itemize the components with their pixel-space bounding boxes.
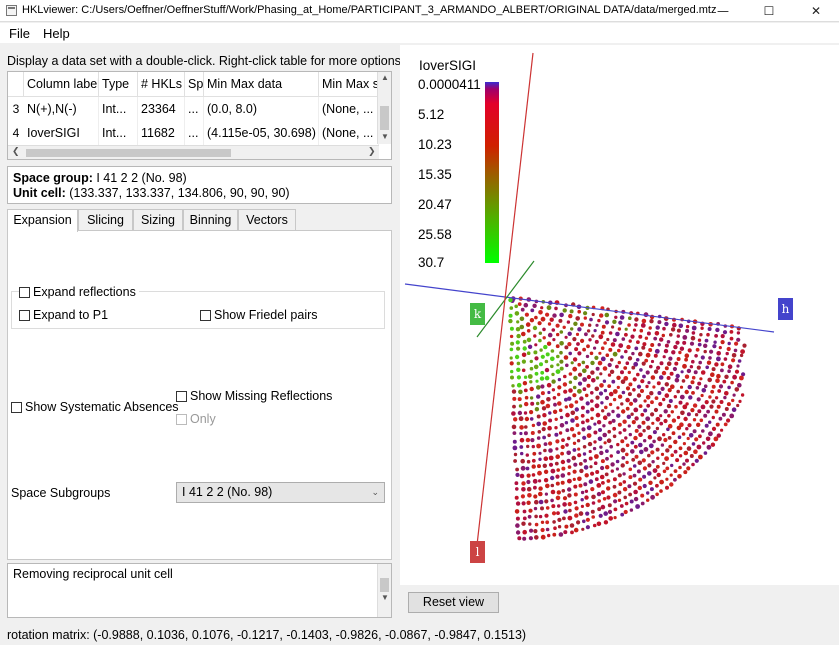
reflection-points xyxy=(508,296,747,541)
checkbox-icon[interactable] xyxy=(19,286,30,298)
table-corner xyxy=(8,72,24,97)
space-subgroups-value: I 41 2 2 (No. 98) xyxy=(182,485,273,499)
expand-p1-label: Expand to P1 xyxy=(33,308,109,322)
menu-bar: File Help xyxy=(0,23,839,43)
table-cell[interactable]: N(+),N(-) xyxy=(24,97,99,121)
l-axis-label: l xyxy=(470,541,485,563)
scroll-down-icon[interactable]: ▼ xyxy=(381,132,389,141)
dataset-table[interactable]: Column label Type # HKLs Sp Min Max data… xyxy=(7,71,392,160)
expand-reflections-label: Expand reflections xyxy=(33,285,136,299)
tab-sizing[interactable]: Sizing xyxy=(133,209,183,231)
scroll-up-icon[interactable]: ▲ xyxy=(381,73,389,82)
scroll-down-icon[interactable]: ▼ xyxy=(381,593,389,602)
viewer-canvas[interactable] xyxy=(400,45,839,585)
menu-file[interactable]: File xyxy=(9,26,30,41)
show-systematic-absences-label: Show Systematic Absences xyxy=(25,400,179,414)
unit-cell-value: (133.337, 133.337, 134.806, 90, 90, 90) xyxy=(69,186,290,200)
rotation-matrix-status: rotation matrix: (-0.9888, 0.1036, 0.107… xyxy=(7,628,527,642)
legend-tick: 5.12 xyxy=(418,107,445,122)
checkbox-icon[interactable] xyxy=(176,390,187,402)
tab-vectors[interactable]: Vectors xyxy=(238,209,296,231)
instruction-text: Display a data set with a double-click. … xyxy=(7,54,405,68)
legend-title: IoverSIGI xyxy=(419,58,477,73)
reset-view-button[interactable]: Reset view xyxy=(408,592,499,613)
menu-help[interactable]: Help xyxy=(43,26,70,41)
scroll-right-icon[interactable]: ❯ xyxy=(368,146,376,156)
table-cell[interactable]: ... xyxy=(185,121,204,145)
space-subgroups-select[interactable]: I 41 2 2 (No. 98) ⌄ xyxy=(176,482,385,503)
l-axis-line xyxy=(476,52,534,546)
col-header-minmax-data[interactable]: Min Max data xyxy=(204,72,319,97)
space-group-label: Space group: xyxy=(13,171,93,185)
legend-tick: 20.47 xyxy=(418,197,452,212)
checkbox-icon[interactable] xyxy=(200,309,211,321)
show-missing-reflections-checkbox[interactable]: Show Missing Reflections xyxy=(176,389,332,403)
legend-tick: 10.23 xyxy=(418,137,452,152)
checkbox-icon[interactable] xyxy=(11,401,22,413)
log-vertical-scrollbar[interactable]: ▼ xyxy=(377,564,391,617)
table-cell[interactable]: IoverSIGI xyxy=(24,121,99,145)
table-vertical-scrollbar[interactable]: ▲ ▼ xyxy=(377,72,391,144)
table-cell[interactable]: (None, ... xyxy=(319,97,379,121)
table-cell[interactable]: (4.115e-05, 30.698) xyxy=(204,121,319,145)
tab-slicing[interactable]: Slicing xyxy=(78,209,133,231)
chevron-down-icon: ⌄ xyxy=(371,487,379,497)
legend-tick: 0.0000411 xyxy=(418,77,481,92)
expand-reflections-group xyxy=(11,291,385,329)
scroll-thumb[interactable] xyxy=(380,106,389,130)
table-cell[interactable]: (None, ... xyxy=(319,121,379,145)
space-group-value: I 41 2 2 (No. 98) xyxy=(96,171,187,185)
close-button[interactable]: ✕ xyxy=(810,4,822,18)
show-friedel-label: Show Friedel pairs xyxy=(214,308,318,322)
k-axis-label: k xyxy=(470,303,485,325)
legend-tick: 25.58 xyxy=(418,227,452,242)
app-window-icon xyxy=(6,5,17,16)
col-header-type[interactable]: Type xyxy=(99,72,138,97)
table-cell[interactable]: Int... xyxy=(99,97,138,121)
only-checkbox[interactable]: Only xyxy=(176,412,216,426)
title-bar: HKLviewer: C:/Users/Oeffner/OeffnerStuff… xyxy=(0,0,839,22)
row-number: 3 xyxy=(12,102,20,116)
col-header-minmax-sigma[interactable]: Min Max si xyxy=(319,72,379,97)
table-cell[interactable]: (0.0, 8.0) xyxy=(204,97,319,121)
table-cell[interactable]: 23364 xyxy=(138,97,185,121)
minimize-button[interactable]: — xyxy=(717,4,729,18)
checkbox-icon[interactable] xyxy=(176,413,187,425)
maximize-button[interactable]: ☐ xyxy=(763,4,775,18)
col-header-hkls[interactable]: # HKLs xyxy=(138,72,185,97)
col-header-sp[interactable]: Sp xyxy=(185,72,204,97)
scroll-thumb[interactable] xyxy=(26,149,231,157)
table-horizontal-scrollbar[interactable]: ❮ ❯ xyxy=(8,145,379,159)
col-header-label[interactable]: Column label xyxy=(24,72,99,97)
legend-tick: 15.35 xyxy=(418,167,452,182)
h-axis-label: h xyxy=(778,298,793,320)
row-number: 4 xyxy=(12,126,20,140)
show-systematic-absences-checkbox[interactable]: Show Systematic Absences xyxy=(11,400,179,414)
show-missing-reflections-label: Show Missing Reflections xyxy=(190,389,333,403)
expand-p1-checkbox[interactable]: Expand to P1 xyxy=(19,308,108,322)
crystal-info-box: Space group: I 41 2 2 (No. 98) Unit cell… xyxy=(7,166,392,204)
show-friedel-checkbox[interactable]: Show Friedel pairs xyxy=(200,308,318,322)
table-cell[interactable]: ... xyxy=(185,97,204,121)
table-cell[interactable]: 11682 xyxy=(138,121,185,145)
legend-color-bar xyxy=(485,82,499,263)
table-cell[interactable]: Int... xyxy=(99,121,138,145)
legend-tick: 30.7 xyxy=(418,255,445,270)
scroll-left-icon[interactable]: ❮ xyxy=(12,146,20,156)
tab-expansion[interactable]: Expansion xyxy=(7,209,78,232)
checkbox-icon[interactable] xyxy=(19,309,30,321)
h-axis-line xyxy=(404,283,775,333)
expand-reflections-checkbox[interactable]: Expand reflections xyxy=(19,285,139,299)
tab-binning[interactable]: Binning xyxy=(183,209,238,231)
log-text: Removing reciprocal unit cell xyxy=(13,567,173,581)
scroll-thumb[interactable] xyxy=(380,578,389,592)
window-title: HKLviewer: C:/Users/Oeffner/OeffnerStuff… xyxy=(22,4,717,16)
unit-cell-label: Unit cell: xyxy=(13,186,66,200)
log-output[interactable]: Removing reciprocal unit cell ▼ xyxy=(7,563,392,618)
only-label: Only xyxy=(190,412,216,426)
space-subgroups-label: Space Subgroups xyxy=(11,486,111,500)
color-legend: IoverSIGI 0.0000411 5.12 10.23 15.35 20.… xyxy=(407,55,503,275)
